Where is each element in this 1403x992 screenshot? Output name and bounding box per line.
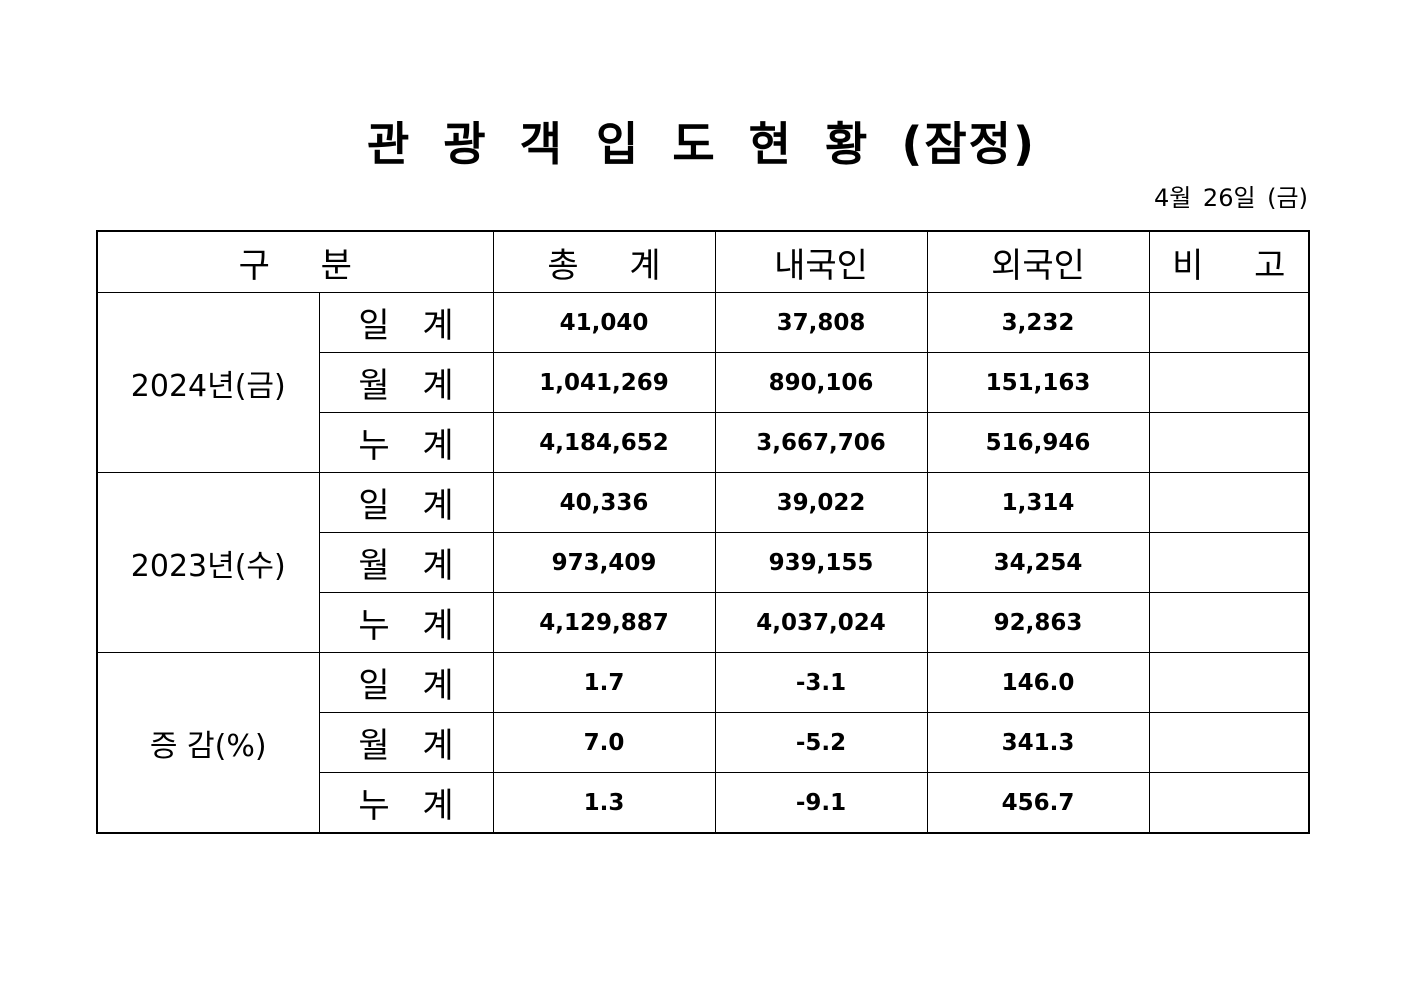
value-cell: 34,254 [926, 532, 1150, 593]
value-cell: 39,022 [714, 472, 928, 533]
row: 월 계 973,409 939,155 34,254 [97, 532, 1310, 593]
note-cell [1148, 592, 1310, 653]
value-cell: -5.2 [714, 712, 928, 773]
value-cell: -9.1 [714, 772, 928, 834]
row: 2023년(수) 일 계 40,336 39,022 1,314 [96, 472, 1310, 653]
title: 관 광 객 입 도 현 황 (잠정) [366, 117, 1037, 171]
note-cell [1148, 772, 1310, 834]
value-cell: 516,946 [926, 412, 1150, 473]
row-label: 월 계 [318, 712, 494, 773]
row-label: 누 계 [318, 772, 494, 834]
row: 증 감(%) 일 계 1.7 -3.1 146.0 [96, 652, 1310, 834]
note-cell [1148, 712, 1310, 773]
value-cell: 1.3 [492, 772, 716, 834]
value-cell: 146.0 [926, 652, 1150, 713]
row: 2024년(금) 일 계 41,040 37,808 3,232 [96, 292, 1310, 473]
date: 4월 26일 (금) [1153, 184, 1308, 212]
group-label: 증 감(%) [96, 652, 320, 834]
value-cell: 1,041,269 [492, 352, 716, 413]
value-cell: 4,184,652 [492, 412, 716, 473]
group-label: 2023년(수) [96, 472, 320, 653]
value-cell: 151,163 [926, 352, 1150, 413]
note-cell [1148, 472, 1310, 533]
value-cell: 3,667,706 [714, 412, 928, 473]
header-cell: 외국인 [926, 230, 1150, 293]
row-label: 일 계 [318, 652, 494, 713]
header-cell: 비 고 [1148, 230, 1310, 293]
value-cell: 1,314 [926, 472, 1150, 533]
value-cell: 40,336 [492, 472, 716, 533]
value-cell: 890,106 [714, 352, 928, 413]
header-cell: 구 분 [96, 230, 494, 293]
value-cell: 41,040 [492, 292, 716, 353]
value-cell: 456.7 [926, 772, 1150, 834]
row: 월 계 7.0 -5.2 341.3 [97, 712, 1310, 773]
value-cell: -3.1 [714, 652, 928, 713]
value-cell: 973,409 [492, 532, 716, 593]
value-cell: 7.0 [492, 712, 716, 773]
note-cell [1148, 292, 1310, 353]
row: 누 계 4,184,652 3,667,706 516,946 [97, 412, 1310, 473]
value-cell: 4,129,887 [492, 592, 716, 653]
value-cell: 939,155 [714, 532, 928, 593]
row: 누 계 4,129,887 4,037,024 92,863 [97, 592, 1310, 653]
value-cell: 37,808 [714, 292, 928, 353]
value-cell: 341.3 [926, 712, 1150, 773]
row-label: 월 계 [318, 352, 494, 413]
note-cell [1148, 352, 1310, 413]
note-cell [1148, 532, 1310, 593]
note-cell [1148, 652, 1310, 713]
header-cell: 내국인 [714, 230, 928, 293]
row-label: 월 계 [318, 532, 494, 593]
note-cell [1148, 412, 1310, 473]
header-cell: 총 계 [492, 230, 716, 293]
group-label: 2024년(금) [96, 292, 320, 473]
row-label: 일 계 [318, 292, 494, 353]
value-cell: 3,232 [926, 292, 1150, 353]
row-label: 일 계 [318, 472, 494, 533]
value-cell: 1.7 [492, 652, 716, 713]
row: 누 계 1.3 -9.1 456.7 [97, 772, 1310, 834]
value-cell: 4,037,024 [714, 592, 928, 653]
row-label: 누 계 [318, 412, 494, 473]
row-label: 누 계 [318, 592, 494, 653]
value-cell: 92,863 [926, 592, 1150, 653]
